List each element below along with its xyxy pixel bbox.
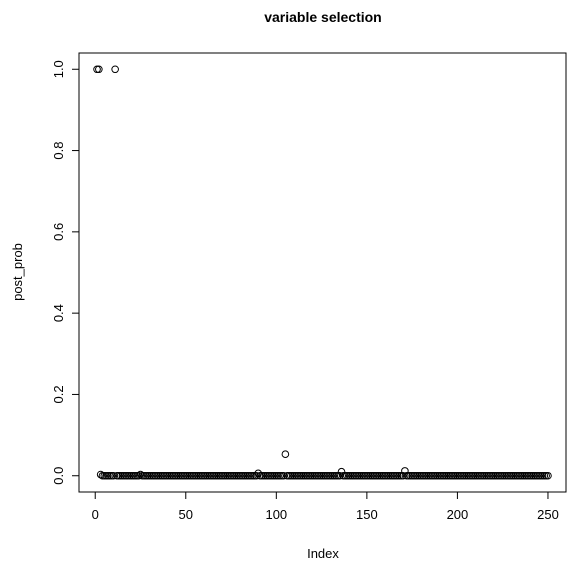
point: [96, 470, 105, 479]
point: [136, 470, 145, 479]
x-tick-label: 0: [92, 507, 99, 522]
point: [95, 65, 103, 74]
y-tick-label: 0.2: [51, 385, 66, 403]
point: [109, 471, 118, 480]
y-tick-label: 1.0: [51, 60, 66, 78]
plot-box: [78, 52, 567, 493]
point: [252, 471, 261, 480]
point: [401, 467, 409, 475]
point: [399, 471, 407, 480]
x-axis-label: Index: [307, 546, 339, 561]
chart-title: variable selection: [264, 9, 382, 25]
point: [281, 450, 290, 458]
point: [111, 65, 119, 74]
x-tick-label: 200: [447, 507, 469, 522]
x-tick-label: 150: [356, 507, 378, 522]
y-tick-label: 0.0: [51, 467, 66, 485]
x-tick-label: 250: [537, 507, 559, 522]
y-axis-label: post_prob: [10, 243, 25, 301]
x-tick-label: 100: [265, 507, 287, 522]
point: [544, 471, 552, 480]
point: [134, 471, 143, 480]
x-tick-label: 50: [179, 507, 193, 522]
point: [335, 471, 344, 480]
point: [279, 471, 288, 480]
y-tick-label: 0.4: [51, 304, 66, 322]
y-tick-label: 0.8: [51, 142, 66, 160]
y-tick-label: 0.6: [51, 223, 66, 241]
